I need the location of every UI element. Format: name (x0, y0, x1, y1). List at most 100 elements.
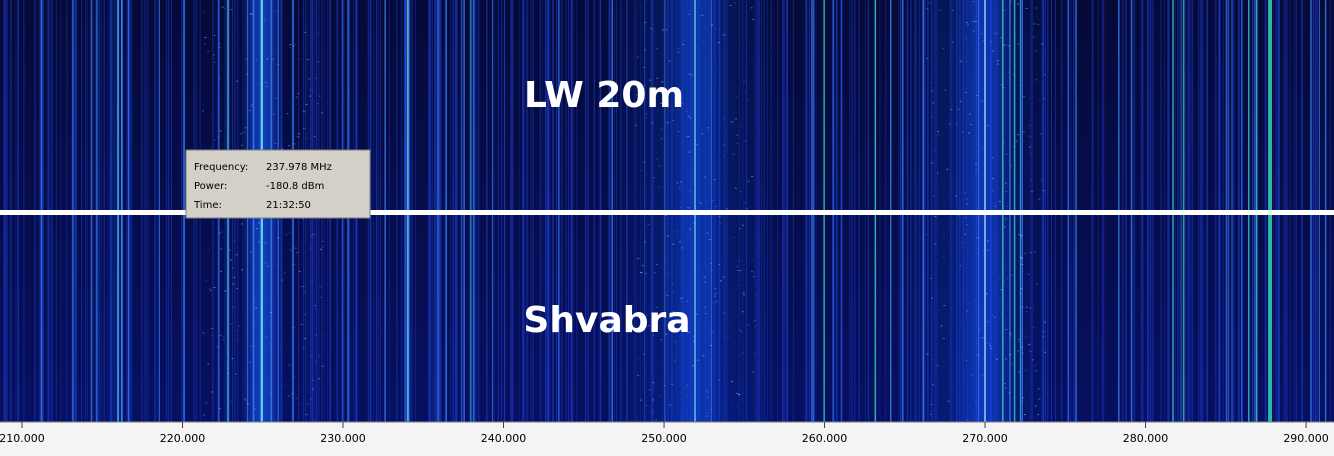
speckle (217, 136, 220, 138)
speckle (734, 342, 737, 344)
speckle (281, 279, 284, 281)
speckle (682, 43, 685, 45)
speckle (718, 264, 721, 266)
speckle (981, 147, 984, 149)
speckle (211, 327, 214, 329)
speckle (734, 118, 737, 120)
tick-label: 230.000 (320, 432, 366, 445)
speckle (1044, 351, 1047, 353)
speckle (688, 151, 691, 153)
speckle (659, 366, 662, 368)
speckle (718, 28, 721, 30)
speckle (637, 296, 640, 298)
speckle (966, 310, 969, 312)
speckle (713, 179, 716, 181)
speckle (740, 136, 742, 137)
speckle (231, 358, 234, 360)
speckle (280, 97, 282, 98)
speckle (1032, 263, 1034, 264)
speckle (689, 117, 692, 119)
speckle (959, 265, 962, 267)
speckle (210, 115, 213, 117)
speckle (704, 281, 707, 283)
speckle (742, 351, 745, 353)
speckle (692, 365, 695, 367)
speckle (937, 130, 940, 132)
speckle (297, 136, 300, 138)
speckle (233, 276, 236, 278)
speckle (961, 131, 964, 133)
speckle (1003, 9, 1006, 11)
speckle (315, 361, 318, 363)
speckle (730, 400, 733, 402)
speckle (226, 352, 229, 354)
speckle (950, 108, 953, 110)
speckle (986, 249, 989, 251)
speckle (689, 234, 692, 236)
speckle (300, 403, 303, 405)
speckle (992, 315, 995, 317)
speckle (1044, 239, 1047, 241)
speckle (951, 9, 954, 11)
speckle (970, 123, 973, 125)
speckle (238, 325, 241, 327)
speckle (297, 58, 300, 60)
speckle (1029, 153, 1032, 155)
speckle (254, 408, 257, 410)
speckle (1022, 397, 1025, 399)
speckle (964, 37, 967, 39)
speckle (664, 384, 667, 386)
speckle (739, 270, 742, 272)
speckle (687, 331, 690, 333)
speckle (648, 389, 651, 391)
speckle (712, 302, 715, 304)
speckle (642, 353, 645, 355)
speckle (940, 325, 943, 327)
speckle (312, 233, 315, 235)
speckle (264, 348, 267, 350)
speckle (964, 233, 967, 235)
speckle (751, 270, 754, 272)
speckle (965, 359, 968, 361)
speckle (223, 8, 226, 10)
speckle (711, 331, 714, 333)
speckle (980, 33, 983, 35)
speckle (303, 111, 306, 113)
speckle (987, 124, 990, 126)
speckle (699, 202, 702, 204)
speckle (1038, 99, 1041, 101)
speckle (1006, 205, 1009, 207)
speckle (636, 94, 639, 96)
speckle (1001, 15, 1004, 17)
speckle (974, 303, 976, 304)
speckle (229, 259, 232, 261)
speckle (655, 39, 658, 41)
speckle (931, 384, 934, 386)
speckle (931, 359, 934, 361)
tick-label: 270.000 (962, 432, 1008, 445)
speckle (321, 240, 324, 242)
speckle (1009, 242, 1011, 243)
speckle (934, 30, 937, 32)
tooltip-key: Time: (193, 200, 222, 211)
speckle (1037, 388, 1040, 390)
speckle (294, 44, 297, 46)
speckle (1001, 358, 1004, 360)
speckle (220, 248, 223, 250)
speckle (974, 20, 977, 22)
speckle (1020, 401, 1023, 403)
speckle (288, 364, 291, 366)
speckle (668, 60, 671, 62)
speckle (315, 77, 318, 79)
speckle (1002, 142, 1005, 144)
speckle (272, 113, 275, 115)
speckle (242, 119, 245, 121)
speckle (1029, 135, 1032, 137)
tooltip-key: Power: (194, 181, 227, 192)
speckle (943, 207, 946, 209)
speckle (218, 78, 221, 80)
speckle (730, 381, 733, 383)
speckle (676, 231, 679, 233)
speckle (942, 47, 945, 49)
speckle (648, 79, 651, 81)
